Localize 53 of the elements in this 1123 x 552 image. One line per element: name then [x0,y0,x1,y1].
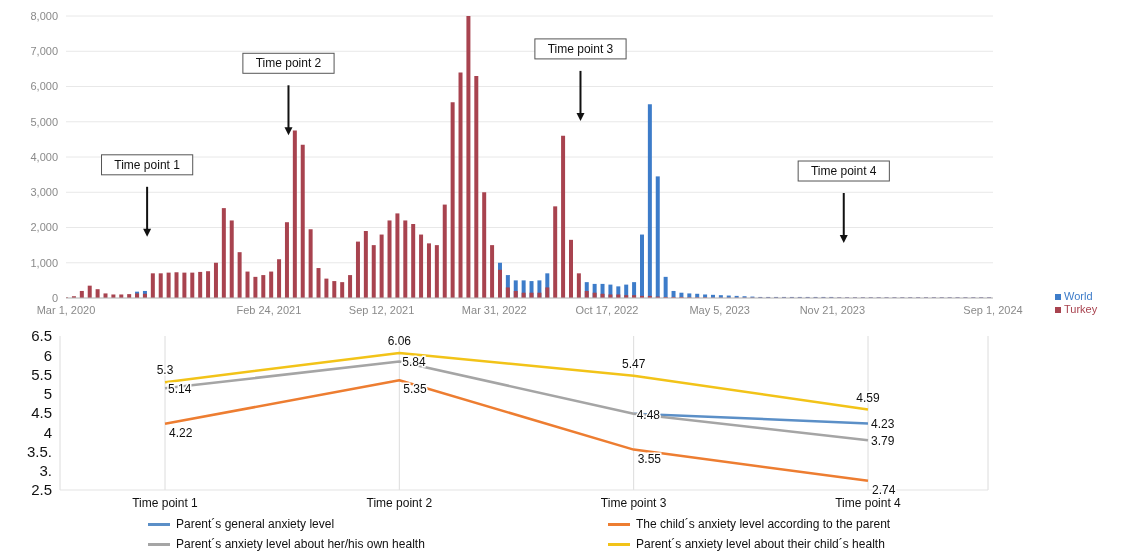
data-label: 5.47 [621,356,646,371]
y-tick-label: 6,000 [30,80,58,93]
y-tick-label: 3.5. [26,442,52,460]
x-tick-label: Feb 24, 2021 [236,303,302,316]
x-tick-label: Sep 12, 2021 [348,303,415,316]
legend-label: Parent´s anxiety level about their child´s health [636,537,885,551]
data-label: 2.74 [872,482,896,497]
data-label: 4.48 [636,407,661,422]
data-label: 5.3 [156,363,174,378]
data-label: 3.55 [637,451,662,466]
y-tick-label: 7,000 [30,45,58,58]
y-tick-label: 2,000 [30,221,58,234]
data-label: 3.79 [871,434,895,449]
data-label: 4.59 [856,390,880,405]
data-label: 4.22 [169,425,193,440]
annotation: Time point 3 [547,41,614,56]
legend-label: The child´s anxiety level according to the parent [636,517,891,531]
legend-label: Parent´s general anxiety level [176,517,335,531]
y-tick-label: 5,000 [30,115,58,128]
y-tick-label: 3. [39,462,52,480]
x-tick-label: Mar 1, 2020 [36,303,96,316]
legend-label: Parent´s anxiety level about her/his own health [176,537,425,551]
y-tick-label: 0 [51,291,58,304]
annotation: Time point 1 [114,157,181,172]
legend-label: Turkey [1064,303,1098,316]
x-tick-label: Time point 3 [600,495,667,510]
y-tick-label: 2.5 [31,481,52,499]
x-tick-label: Time point 2 [366,495,433,510]
y-tick-label: 5 [43,385,52,403]
y-tick-label: 6 [43,346,52,364]
x-tick-label: Mar 31, 2022 [461,303,527,316]
y-tick-label: 8,000 [30,9,58,22]
y-tick-label: 3,000 [30,186,58,199]
data-label: 5.35 [403,382,428,397]
y-tick-label: 4 [43,423,52,441]
x-tick-label: Time point 4 [835,495,902,510]
y-tick-label: 6.5 [31,327,52,345]
y-tick-label: 5.5 [31,365,52,383]
x-tick-label: Time point 1 [132,495,199,510]
annotation: Time point 2 [255,56,322,71]
annotation: Time point 4 [810,164,877,179]
x-tick-label: May 5, 2023 [689,303,750,316]
y-tick-label: 4,000 [30,150,58,163]
legend-label: World [1064,290,1093,303]
data-label: 5.14 [168,382,192,397]
y-tick-label: 1,000 [30,256,58,269]
x-tick-label: Oct 17, 2022 [575,303,639,316]
data-label: 5.84 [402,355,427,370]
y-tick-label: 4.5 [31,404,52,422]
x-tick-label: Nov 21, 2023 [799,303,866,316]
x-tick-label: Sep 1, 2024 [963,303,1023,316]
data-label: 6.06 [387,333,412,348]
data-label: 4.23 [871,417,895,432]
